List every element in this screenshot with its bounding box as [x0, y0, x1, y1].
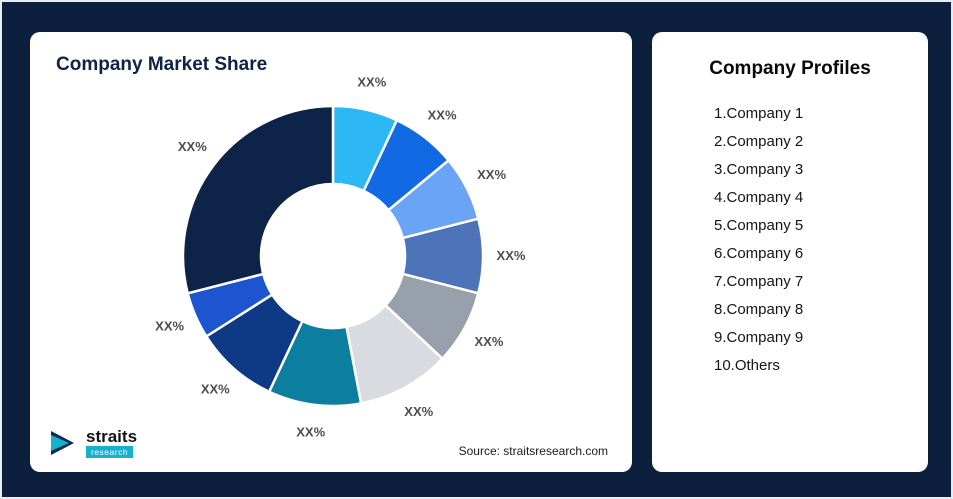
slice-label: XX%	[201, 382, 230, 397]
slice-label: XX%	[497, 248, 526, 263]
list-item: 3.Company 3	[714, 161, 804, 178]
list-item: 8.Company 8	[714, 301, 804, 318]
list-item: 4.Company 4	[714, 189, 804, 206]
slice-label: XX%	[357, 74, 386, 89]
list-item: 1.Company 1	[714, 105, 804, 122]
slice-label: XX%	[428, 107, 457, 122]
list-item: 10.Others	[714, 357, 780, 374]
straits-research-logo: straits research	[50, 428, 137, 458]
slice-label: XX%	[475, 334, 504, 349]
profiles-title: Company Profiles	[709, 58, 871, 79]
donut-chart: XX% XX% XX% XX% XX% XX% XX% XX% XX% XX%	[155, 74, 526, 440]
list-item: 7.Company 7	[714, 273, 804, 290]
logo-name: straits	[86, 427, 138, 446]
logo-sub: research	[86, 446, 134, 458]
slice-label: XX%	[404, 404, 433, 419]
source-text: Source: straitsresearch.com	[458, 444, 608, 458]
straits-logo-icon	[51, 431, 74, 455]
slice-label: XX%	[155, 319, 184, 334]
slice-label: XX%	[178, 139, 207, 154]
company-profiles-card: Company Profiles 1.Company 1 2.Company 2…	[652, 32, 928, 472]
list-item: 5.Company 5	[714, 217, 804, 234]
chart-title: Company Market Share	[56, 54, 268, 75]
company-list: 1.Company 1 2.Company 2 3.Company 3 4.Co…	[652, 100, 928, 380]
market-share-card: Company Market Share XX% XX% XX% XX% XX% XX% X…	[30, 32, 632, 472]
list-item: 6.Company 6	[714, 245, 804, 262]
list-item: 2.Company 2	[714, 133, 804, 150]
donut-slice	[181, 104, 335, 295]
slice-label: XX%	[477, 167, 506, 182]
slice-label: XX%	[296, 425, 325, 440]
list-item: 9.Company 9	[714, 329, 804, 346]
logo-text: straits research	[86, 428, 137, 458]
